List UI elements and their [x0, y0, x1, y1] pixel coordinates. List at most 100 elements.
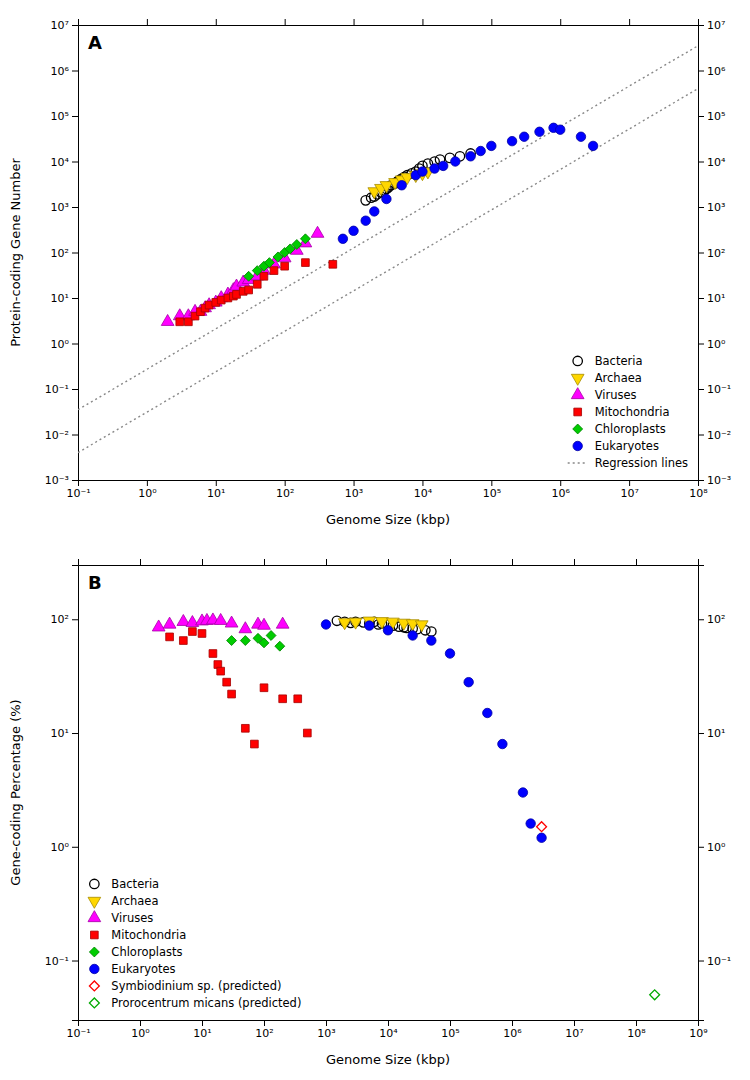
- point: [294, 695, 302, 703]
- tick: 10⁻¹: [698, 383, 731, 396]
- point: [152, 620, 165, 631]
- tick: 10¹: [51, 292, 78, 305]
- legend-item: Chloroplasts: [573, 422, 666, 436]
- x-axis-top: [79, 559, 699, 566]
- tick-label: 10⁰: [138, 487, 157, 500]
- tick: 10²: [698, 613, 725, 626]
- tick: [147, 19, 148, 25]
- point: [438, 161, 447, 170]
- point: [259, 638, 269, 648]
- legend-item: Chloroplasts: [89, 945, 182, 959]
- tick-mark: [698, 116, 704, 117]
- tick: 10²: [698, 247, 725, 260]
- y-axis-right: 10⁻³10⁻²10⁻¹10⁰10¹10²10³10⁴10⁵10⁶10⁷: [698, 19, 731, 487]
- point: [415, 621, 428, 632]
- tick: [216, 19, 217, 25]
- point: [227, 636, 237, 646]
- legend-item: Bacteria: [90, 877, 160, 891]
- legend-label: Chloroplasts: [595, 422, 666, 436]
- tick: 10⁰: [51, 841, 78, 854]
- point: [430, 164, 439, 173]
- y-axis-title: Gene-coding Percentage (%): [8, 699, 23, 885]
- tick: 10⁻²: [698, 429, 731, 442]
- tick-label: 10²: [51, 613, 69, 626]
- x-axis: 10⁻¹10⁰10¹10²10³10⁴10⁵10⁶10⁷10⁸10⁹: [66, 1020, 707, 1040]
- point: [275, 641, 285, 651]
- tick: [140, 559, 141, 565]
- series: [161, 226, 324, 325]
- tick-mark: [636, 1020, 637, 1026]
- point: [311, 226, 324, 237]
- legend-item: Eukaryotes: [90, 962, 176, 976]
- point: [179, 637, 187, 645]
- tick: 10⁻³: [45, 474, 78, 487]
- legend-symbol: [89, 998, 99, 1008]
- series: [361, 149, 475, 205]
- point: [576, 132, 585, 141]
- tick-label: 10³: [51, 201, 69, 214]
- tick-mark: [72, 71, 78, 72]
- y-axis-right: 10⁻¹10⁰10¹10²: [698, 566, 731, 1021]
- tick: 10³: [698, 201, 725, 214]
- tick-label: 10⁵: [51, 110, 69, 123]
- tick-mark: [72, 344, 78, 345]
- point: [209, 650, 217, 658]
- point: [198, 630, 206, 638]
- tick-label: 10⁴: [51, 156, 70, 169]
- legend-item: Prorocentrum micans (predicted): [89, 996, 301, 1010]
- panel: 10⁻¹10⁰10¹10²10³10⁴10⁵10⁶10⁷10⁸10⁻³10⁻²1…: [8, 19, 731, 527]
- legend-symbol: [90, 879, 99, 888]
- legend-item: Mitochondria: [91, 928, 187, 942]
- tick: 10⁵: [698, 110, 725, 123]
- tick-mark: [560, 480, 561, 486]
- point: [483, 708, 492, 717]
- tick-label: 10⁻¹: [707, 955, 731, 968]
- tick-mark: [629, 19, 630, 25]
- tick-label: 10⁶: [503, 1027, 522, 1040]
- legend-symbol: [571, 388, 584, 399]
- axis-line: [699, 566, 705, 1021]
- tick-label: 10²: [707, 613, 725, 626]
- point: [253, 280, 261, 288]
- tick-mark: [72, 25, 78, 26]
- tick-mark: [147, 19, 148, 25]
- tick-mark: [698, 162, 704, 163]
- tick-label: 10³: [345, 487, 363, 500]
- tick-mark: [636, 559, 637, 565]
- legend-symbol: [88, 911, 101, 922]
- point: [279, 695, 287, 703]
- point: [266, 631, 276, 641]
- tick: 10⁹: [689, 1020, 707, 1040]
- tick-label: 10⁰: [131, 1027, 150, 1040]
- tick: [450, 559, 451, 565]
- tick-label: 10⁵: [707, 110, 725, 123]
- tick-label: 10⁹: [689, 1027, 707, 1040]
- point: [292, 240, 302, 250]
- tick: [629, 19, 630, 25]
- point: [556, 125, 565, 134]
- tick: [354, 19, 355, 25]
- legend-symbol: [91, 931, 99, 939]
- tick: [285, 19, 286, 25]
- tick-label: 10⁰: [51, 841, 70, 854]
- axis-line: [699, 26, 705, 481]
- tick: 10⁶: [698, 65, 726, 78]
- legend-item: Archaea: [88, 894, 158, 908]
- tick-mark: [698, 253, 704, 254]
- tick: 10⁵: [483, 480, 501, 500]
- tick: 10⁰: [698, 841, 726, 854]
- series: [152, 613, 289, 633]
- legend-item: Mitochondria: [574, 405, 670, 419]
- tick-mark: [491, 19, 492, 25]
- legend-item: Symbiodinium sp. (predicted): [89, 979, 281, 993]
- legend-symbol: [568, 462, 588, 463]
- series: [332, 616, 436, 636]
- chart-root: 10⁻¹10⁰10¹10²10³10⁴10⁵10⁶10⁷10⁸10⁻³10⁻²1…: [0, 0, 750, 1080]
- point: [445, 649, 454, 658]
- tick: 10⁰: [51, 338, 78, 351]
- legend-label: Bacteria: [111, 877, 159, 891]
- point: [244, 271, 254, 281]
- tick-mark: [72, 733, 78, 734]
- point: [302, 259, 310, 267]
- tick-label: 10³: [317, 1027, 335, 1040]
